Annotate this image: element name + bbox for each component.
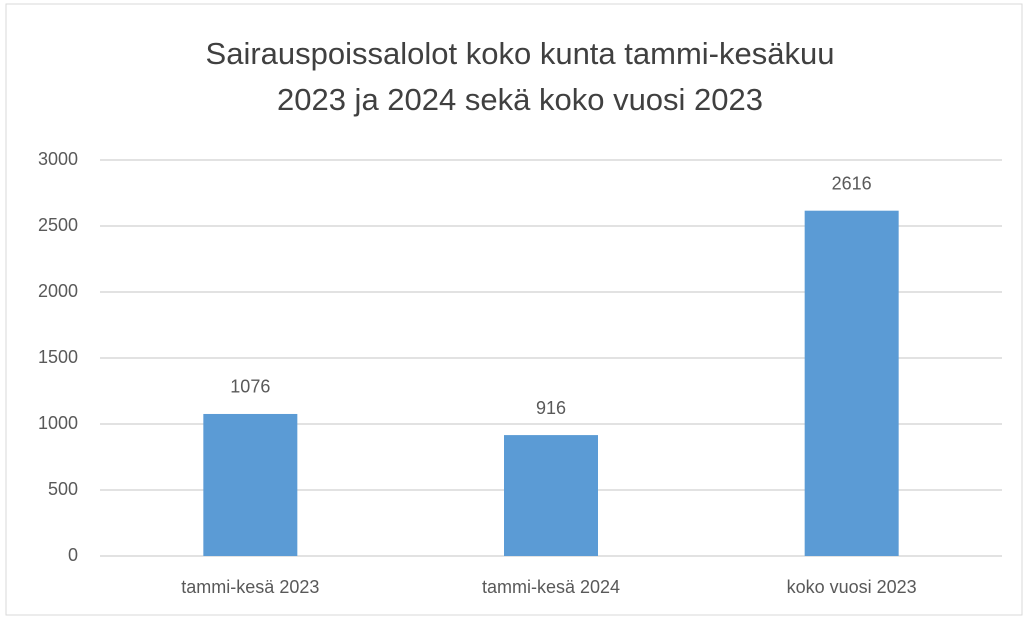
y-tick-label: 2000 (38, 281, 78, 301)
y-tick-label: 2500 (38, 215, 78, 235)
x-tick-label: koko vuosi 2023 (787, 577, 917, 597)
y-tick-label: 1500 (38, 347, 78, 367)
y-tick-label: 3000 (38, 149, 78, 169)
data-label: 1076 (230, 377, 270, 397)
y-tick-label: 1000 (38, 413, 78, 433)
chart-title: 2023 ja 2024 sekä koko vuosi 2023 (277, 82, 763, 117)
data-label: 2616 (832, 173, 872, 193)
y-tick-label: 500 (48, 479, 78, 499)
bar (804, 210, 899, 557)
y-tick-label: 0 (68, 545, 78, 565)
chart-title: Sairauspoissalolot koko kunta tammi-kesä… (206, 36, 835, 71)
x-tick-label: tammi-kesä 2023 (181, 577, 319, 597)
x-tick-label: tammi-kesä 2024 (482, 577, 620, 597)
data-label: 916 (536, 398, 566, 418)
bar (504, 435, 598, 556)
bar (203, 413, 298, 556)
